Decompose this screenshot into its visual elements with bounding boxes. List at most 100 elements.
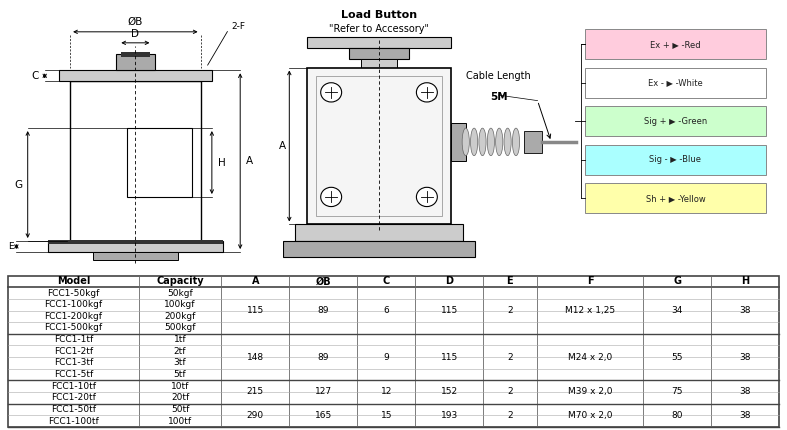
Text: 6: 6: [383, 306, 389, 315]
Text: 75: 75: [671, 387, 683, 396]
Text: 50kgf: 50kgf: [167, 289, 193, 298]
Text: 55: 55: [671, 353, 683, 362]
Text: 38: 38: [740, 353, 751, 362]
Text: 3tf: 3tf: [174, 358, 187, 367]
Text: 115: 115: [441, 306, 458, 315]
Text: FCC1-10tf: FCC1-10tf: [51, 382, 96, 390]
Bar: [586, 68, 766, 98]
Text: 148: 148: [246, 353, 264, 362]
Text: H: H: [217, 157, 225, 168]
Text: 5M: 5M: [490, 92, 508, 102]
Text: FCC1-100kgf: FCC1-100kgf: [44, 300, 102, 309]
Text: 200kgf: 200kgf: [164, 312, 196, 321]
Text: FCC1-2tf: FCC1-2tf: [54, 347, 93, 356]
Bar: [70, 81, 201, 241]
Bar: [586, 106, 766, 136]
Bar: [361, 59, 397, 68]
Text: 20tf: 20tf: [171, 393, 189, 402]
Text: 12: 12: [381, 387, 392, 396]
Text: 1tf: 1tf: [174, 335, 187, 344]
Text: H: H: [741, 276, 749, 286]
Bar: [116, 54, 155, 71]
Bar: [524, 131, 542, 153]
Text: 193: 193: [441, 411, 458, 420]
Bar: [307, 37, 451, 48]
Ellipse shape: [512, 128, 519, 156]
Text: 500kgf: 500kgf: [164, 323, 196, 332]
Text: Load Button: Load Button: [341, 10, 417, 20]
Bar: [307, 68, 451, 224]
Text: 9: 9: [383, 353, 389, 362]
Text: 5tf: 5tf: [174, 370, 187, 379]
Ellipse shape: [496, 128, 503, 156]
Text: 15: 15: [380, 411, 392, 420]
Ellipse shape: [487, 128, 494, 156]
Text: 38: 38: [740, 306, 751, 315]
Text: M24 x 2,0: M24 x 2,0: [568, 353, 612, 362]
Text: D: D: [445, 276, 453, 286]
Ellipse shape: [471, 128, 478, 156]
Text: ØB: ØB: [316, 276, 331, 286]
Text: G: G: [673, 276, 682, 286]
Text: FCC1-3tf: FCC1-3tf: [54, 358, 93, 367]
Text: FCC1-500kgf: FCC1-500kgf: [44, 323, 102, 332]
Text: 2: 2: [507, 306, 512, 315]
Text: M12 x 1,25: M12 x 1,25: [565, 306, 615, 315]
Text: FCC1-5tf: FCC1-5tf: [54, 370, 93, 379]
Text: FCC1-20tf: FCC1-20tf: [51, 393, 96, 402]
Bar: [121, 52, 150, 57]
Text: F: F: [586, 276, 593, 286]
Text: 2: 2: [507, 411, 512, 420]
Text: 215: 215: [246, 387, 264, 396]
Bar: [586, 183, 766, 213]
Bar: [586, 29, 766, 59]
Text: 152: 152: [441, 387, 458, 396]
Text: 100kgf: 100kgf: [164, 300, 196, 309]
Ellipse shape: [479, 128, 486, 156]
Ellipse shape: [462, 128, 469, 156]
Bar: [349, 48, 409, 59]
Bar: [586, 144, 766, 175]
Bar: [47, 241, 224, 252]
Text: ØB: ØB: [127, 16, 143, 26]
Text: 89: 89: [317, 306, 329, 315]
Text: C: C: [382, 276, 390, 286]
Text: FCC1-100tf: FCC1-100tf: [48, 417, 98, 426]
Text: FCC1-50kgf: FCC1-50kgf: [47, 289, 99, 298]
Text: 2: 2: [507, 387, 512, 396]
Text: FCC1-1tf: FCC1-1tf: [54, 335, 93, 344]
Text: G: G: [14, 180, 22, 190]
Text: 80: 80: [671, 411, 683, 420]
Text: 10tf: 10tf: [171, 382, 189, 390]
Text: FCC1-200kgf: FCC1-200kgf: [44, 312, 102, 321]
Text: 100tf: 100tf: [168, 417, 192, 426]
Circle shape: [321, 187, 342, 206]
Bar: [127, 128, 192, 197]
Text: 127: 127: [315, 387, 332, 396]
Text: Ex + ▶ -Red: Ex + ▶ -Red: [650, 40, 700, 49]
Bar: [47, 240, 224, 244]
Text: 115: 115: [246, 306, 264, 315]
Text: D: D: [131, 29, 139, 39]
Text: Sig - ▶ -Blue: Sig - ▶ -Blue: [649, 155, 701, 164]
Text: 2: 2: [507, 353, 512, 362]
Text: A: A: [279, 141, 286, 151]
Bar: [316, 76, 442, 216]
Text: A: A: [246, 156, 253, 166]
Text: C: C: [31, 71, 39, 81]
Circle shape: [416, 187, 438, 206]
Text: Sh + ▶ -Yellow: Sh + ▶ -Yellow: [645, 194, 705, 203]
Text: 290: 290: [246, 411, 264, 420]
Text: 38: 38: [740, 387, 751, 396]
Text: 50tf: 50tf: [171, 405, 189, 414]
Text: M70 x 2,0: M70 x 2,0: [567, 411, 612, 420]
Text: 2tf: 2tf: [174, 347, 187, 356]
Text: E: E: [8, 242, 13, 251]
Text: M39 x 2,0: M39 x 2,0: [567, 387, 612, 396]
Text: 165: 165: [315, 411, 332, 420]
Circle shape: [416, 83, 438, 102]
Bar: [295, 224, 463, 241]
Text: FCC1-50tf: FCC1-50tf: [51, 405, 96, 414]
Text: E: E: [507, 276, 513, 286]
Bar: [451, 123, 466, 161]
